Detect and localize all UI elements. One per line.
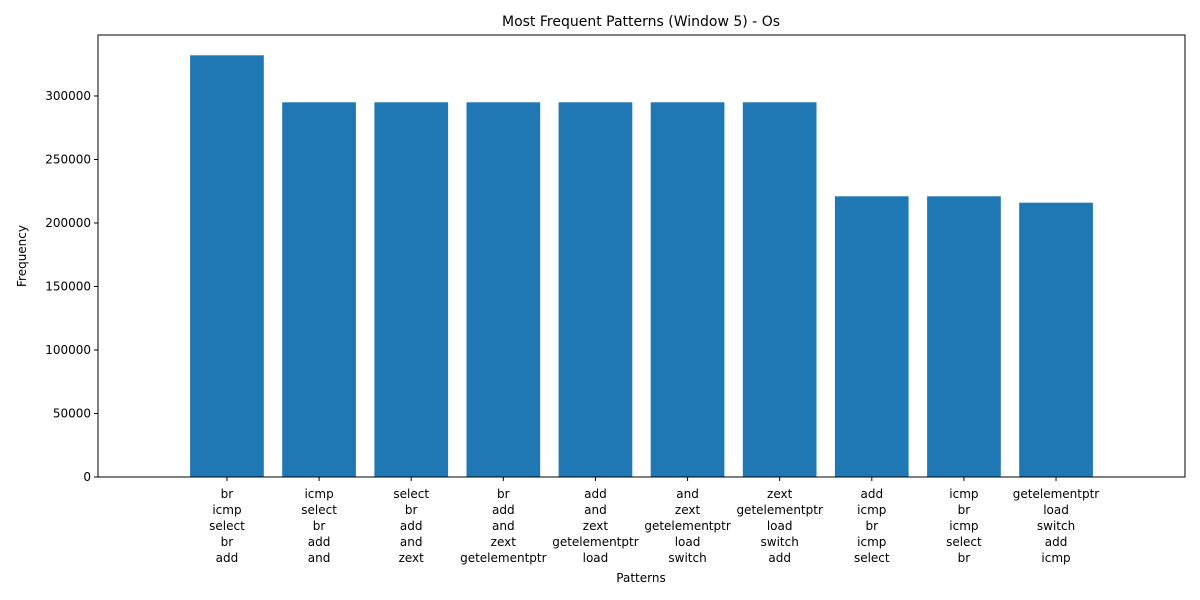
x-tick-label-line: getelementptr (736, 503, 823, 517)
x-tick-label-line: load (583, 551, 609, 565)
plot-frame (97, 34, 1186, 478)
bar-10 (1019, 202, 1093, 477)
x-tick-label-line: add (308, 535, 331, 549)
x-tick-label-line: add (216, 551, 239, 565)
y-tick-label: 300000 (45, 89, 91, 103)
x-tick-label-line: getelementptr (552, 535, 639, 549)
x-tick-label-line: select (301, 503, 337, 517)
x-tick-label-line: select (209, 519, 245, 533)
x-tick-label-line: getelementptr (644, 519, 731, 533)
x-tick-label: icmp select br add and (301, 487, 337, 565)
x-tick-label-line: icmp (304, 487, 333, 501)
x-tick-label-line: zext (491, 535, 517, 549)
x-tick-label: select br add and zext (393, 487, 429, 565)
x-tick-label-line: zext (399, 551, 425, 565)
x-tick-label-line: getelementptr (1013, 487, 1100, 501)
x-tick-label-line: switch (761, 535, 799, 549)
bar-9 (927, 196, 1001, 478)
x-tick-label-line: br (866, 519, 879, 533)
y-axis: 0 50000 100000 150000 200000 250000 300000 (45, 89, 98, 484)
x-tick-label-line: br (958, 503, 971, 517)
x-tick-label: br add and zext getelementptr (460, 487, 547, 565)
x-tick-label-line: switch (1037, 519, 1075, 533)
bar-2 (282, 102, 356, 478)
x-tick-label-line: add (400, 519, 423, 533)
x-tick-label: icmp br icmp select br (946, 487, 982, 565)
y-axis-label: Frequency (15, 225, 29, 287)
x-tick-label-line: br (405, 503, 418, 517)
x-tick-label-line: add (1045, 535, 1068, 549)
x-axis-label: Patterns (616, 571, 665, 585)
x-tick-label-line: select (393, 487, 429, 501)
bar-series (190, 55, 1093, 478)
y-tick-label: 150000 (45, 279, 91, 293)
x-tick-label-line: add (492, 503, 515, 517)
x-tick-label: zext getelementptr load switch add (736, 487, 823, 565)
bar-4 (466, 102, 541, 478)
x-tick-label-line: getelementptr (460, 551, 547, 565)
y-tick-label: 250000 (45, 152, 91, 166)
x-tick-label-line: br (221, 535, 234, 549)
y-tick-label: 100000 (45, 343, 91, 357)
x-tick-label-line: icmp (212, 503, 241, 517)
x-tick-label-line: zext (767, 487, 793, 501)
x-tick-label-line: icmp (857, 535, 886, 549)
x-tick-label-line: icmp (857, 503, 886, 517)
x-tick-label-line: load (1043, 503, 1069, 517)
x-tick-label-line: select (854, 551, 890, 565)
x-tick-label-line: br (221, 487, 234, 501)
bar-6 (650, 102, 725, 478)
x-tick-label: and zext getelementptr load switch (644, 487, 731, 565)
x-tick-label-line: zext (675, 503, 701, 517)
x-tick-label: add icmp br icmp select (854, 487, 890, 565)
y-tick-label: 200000 (45, 216, 91, 230)
x-tick-label-line: icmp (1041, 551, 1070, 565)
x-tick-label-line: load (675, 535, 701, 549)
x-tick-label: getelementptr load switch add icmp (1013, 487, 1100, 565)
bar-1 (190, 55, 264, 478)
bar-5 (558, 102, 633, 478)
x-tick-label-line: zext (583, 519, 609, 533)
x-tick-label-line: icmp (949, 487, 978, 501)
x-tick-label-line: and (400, 535, 423, 549)
x-tick-label-line: and (676, 487, 699, 501)
x-tick-label-line: br (497, 487, 510, 501)
x-tick-label-line: add (584, 487, 607, 501)
x-tick-label-line: and (492, 519, 515, 533)
x-tick-label: add and zext getelementptr load (552, 487, 639, 565)
y-tick-label: 50000 (53, 406, 91, 420)
x-tick-label-line: and (308, 551, 331, 565)
x-tick-label-line: switch (668, 551, 706, 565)
bar-8 (834, 196, 909, 478)
x-tick-label-line: add (860, 487, 883, 501)
chart-title: Most Frequent Patterns (Window 5) - Os (502, 14, 780, 30)
x-tick-label: br icmp select br add (209, 487, 245, 565)
x-tick-label-line: add (768, 551, 791, 565)
x-tick-label-line: br (313, 519, 326, 533)
bar-7 (742, 102, 817, 478)
x-tick-label-line: load (767, 519, 793, 533)
y-tick-label: 0 (83, 470, 91, 484)
x-tick-label-line: br (958, 551, 971, 565)
bar-3 (374, 102, 449, 478)
x-tick-label-line: and (584, 503, 607, 517)
x-tick-label-line: icmp (949, 519, 978, 533)
x-tick-label-line: select (946, 535, 982, 549)
